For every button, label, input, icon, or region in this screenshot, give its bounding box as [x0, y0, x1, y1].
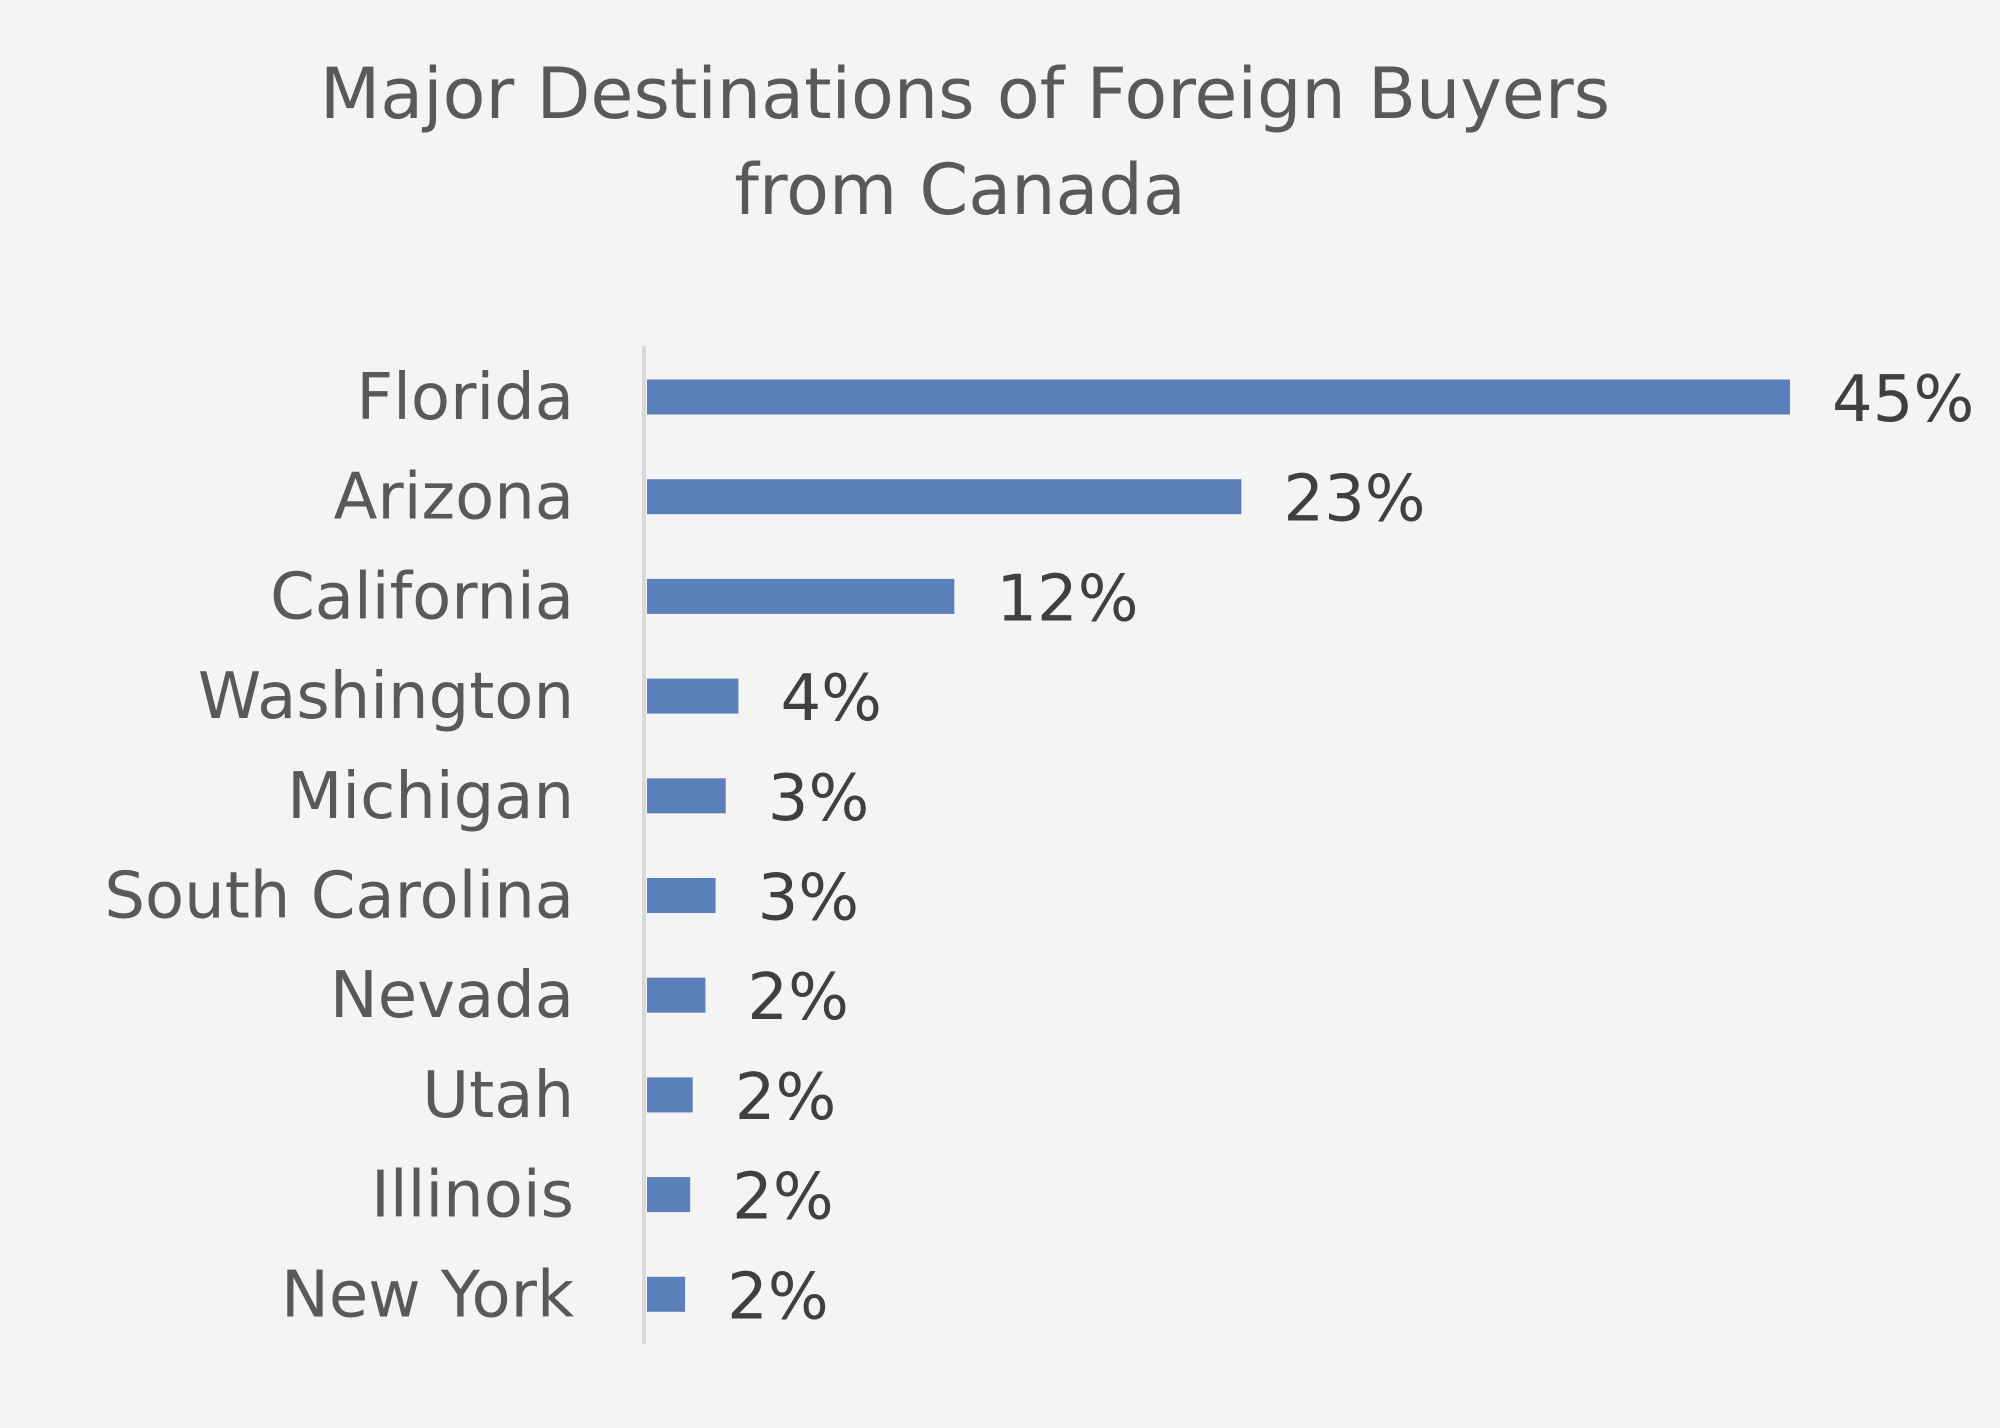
- category-label-california: California: [270, 560, 574, 634]
- category-label-utah: Utah: [422, 1059, 574, 1133]
- value-label-utah: 2%: [735, 1061, 837, 1135]
- value-label-washington: 4%: [780, 662, 882, 736]
- category-labels-group: Florida Arizona California Washington Michig…: [104, 361, 574, 1332]
- bar-michigan: [647, 778, 726, 814]
- value-label-california: 12%: [996, 562, 1138, 636]
- value-labels-group: 45% 23% 12% 4% 3% 3% 2% 2% 2% 2%: [727, 363, 1974, 1334]
- value-label-illinois: 2%: [732, 1161, 834, 1235]
- category-label-nevada: Nevada: [330, 959, 574, 1033]
- value-label-south-carolina: 3%: [758, 862, 860, 936]
- bar-illinois: [647, 1177, 691, 1213]
- category-label-arizona: Arizona: [334, 461, 574, 535]
- value-label-new-york: 2%: [727, 1260, 829, 1334]
- category-label-florida: Florida: [356, 361, 574, 435]
- value-label-arizona: 23%: [1283, 463, 1425, 537]
- category-label-michigan: Michigan: [287, 760, 574, 834]
- bar-new-york: [647, 1276, 686, 1312]
- category-label-new-york: New York: [281, 1258, 574, 1332]
- bar-arizona: [647, 479, 1242, 515]
- chart-title-line-2: from Canada: [734, 149, 1186, 231]
- bar-utah: [647, 1077, 693, 1113]
- value-label-michigan: 3%: [768, 762, 870, 836]
- category-label-washington: Washington: [198, 660, 574, 734]
- value-label-nevada: 2%: [747, 961, 849, 1035]
- bar-south-carolina: [647, 878, 716, 913]
- bar-nevada: [647, 977, 706, 1013]
- value-label-florida: 45%: [1832, 363, 1974, 437]
- category-label-south-carolina: South Carolina: [104, 860, 574, 934]
- chart-title-line-1: Major Destinations of Foreign Buyers: [320, 53, 1610, 135]
- category-label-illinois: Illinois: [371, 1159, 574, 1233]
- bar-washington: [647, 678, 739, 714]
- bars-group: [647, 379, 1790, 1312]
- bar-florida: [647, 379, 1790, 415]
- bar-california: [647, 578, 955, 614]
